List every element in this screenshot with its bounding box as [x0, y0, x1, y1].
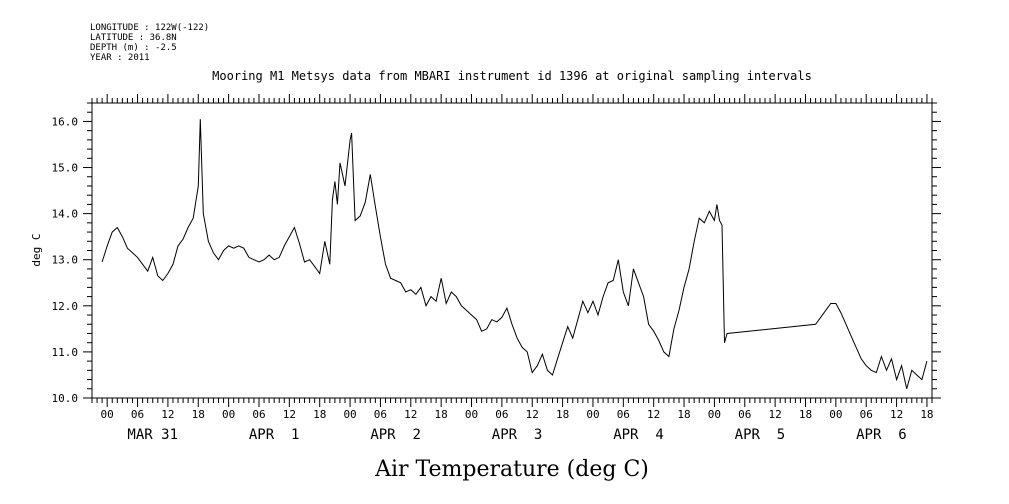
x-tick-label: 00 — [586, 408, 599, 421]
x-tick-label: 12 — [404, 408, 417, 421]
x-tick-label: 12 — [769, 408, 782, 421]
x-tick-label: 00 — [222, 408, 235, 421]
x-tick-label: 12 — [890, 408, 903, 421]
x-tick-label: 12 — [283, 408, 296, 421]
y-tick-label: 10.0 — [52, 392, 79, 405]
x-tick-labels: 00 06 12 18 00 06 12 18 00 06 12 18 00 06 12 18 00 06 12 18… — [101, 408, 934, 421]
x-tick-label: 18 — [677, 408, 690, 421]
y-tick-label: 13.0 — [52, 254, 79, 267]
day-label: APR 5 — [735, 427, 786, 443]
x-tick-label: 18 — [435, 408, 448, 421]
day-labels: MAR 31 APR 1 APR 2 APR 3 APR 4 APR 5 APR 6 — [127, 427, 906, 443]
depth-text: DEPTH (m) : -2.5 — [90, 43, 177, 53]
x-tick-label: 06 — [131, 408, 144, 421]
x-tick-label: 18 — [556, 408, 569, 421]
metadata-block: LONGITUDE : 122W(-122) LATITUDE : 36.8N … — [90, 23, 209, 63]
plot-frame — [91, 102, 933, 399]
x-tick-label: 18 — [313, 408, 326, 421]
y-tick-label: 11.0 — [52, 346, 79, 359]
chart-title: Mooring M1 Metsys data from MBARI instru… — [212, 69, 812, 83]
y-tick-label: 12.0 — [52, 300, 79, 313]
y-tick-labels: 10.0 11.0 12.0 13.0 14.0 15.0 16.0 — [52, 115, 79, 405]
x-tick-label: 12 — [647, 408, 660, 421]
day-label: APR 1 — [249, 427, 300, 443]
y-axis-label: deg C — [30, 233, 43, 266]
day-label: APR 3 — [492, 427, 543, 443]
year-text: YEAR : 2011 — [90, 53, 150, 63]
x-tick-label: 18 — [920, 408, 933, 421]
x-tick-label: 06 — [252, 408, 265, 421]
x-tick-label: 06 — [374, 408, 387, 421]
series-line — [101, 119, 928, 389]
longitude-text: LONGITUDE : 122W(-122) — [90, 23, 209, 33]
x-tick-label: 06 — [738, 408, 751, 421]
x-tick-label: 00 — [101, 408, 114, 421]
y-tick-label: 14.0 — [52, 208, 79, 221]
day-label: APR 4 — [613, 427, 664, 443]
x-tick-label: 12 — [526, 408, 539, 421]
tick-marks — [83, 94, 941, 407]
x-tick-label: 00 — [708, 408, 721, 421]
y-tick-label: 15.0 — [52, 162, 79, 175]
x-tick-label: 06 — [495, 408, 508, 421]
x-tick-label: 00 — [343, 408, 356, 421]
y-tick-label: 16.0 — [52, 115, 79, 128]
x-tick-label: 12 — [161, 408, 174, 421]
x-tick-label: 18 — [192, 408, 205, 421]
day-label: APR 2 — [370, 427, 421, 443]
latitude-text: LATITUDE : 36.8N — [90, 33, 177, 43]
day-label: MAR 31 — [127, 427, 178, 443]
x-axis-label: Air Temperature (deg C) — [374, 457, 649, 482]
x-tick-label: 00 — [465, 408, 478, 421]
day-label: APR 6 — [856, 427, 907, 443]
x-tick-label: 18 — [799, 408, 812, 421]
x-tick-label: 00 — [829, 408, 842, 421]
x-tick-label: 06 — [860, 408, 873, 421]
x-tick-label: 06 — [617, 408, 630, 421]
